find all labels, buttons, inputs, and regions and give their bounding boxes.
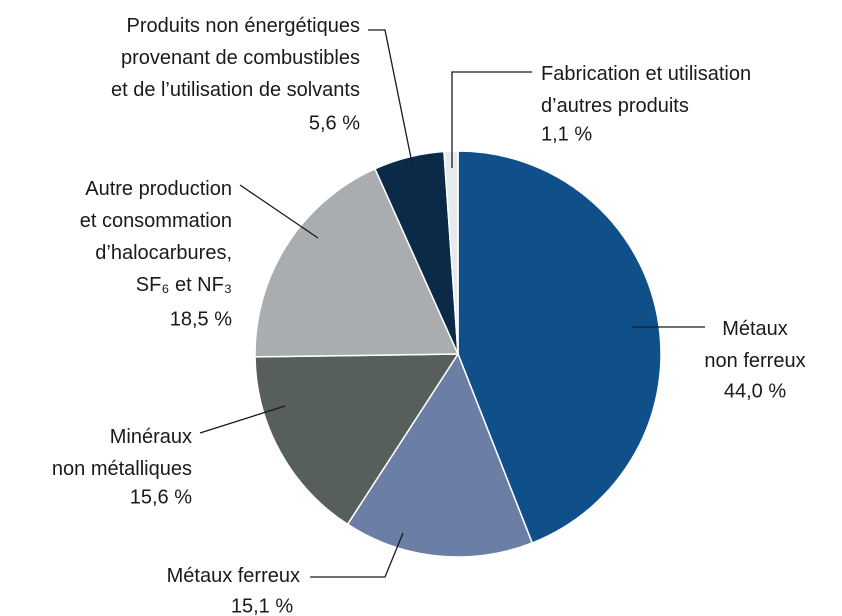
value-label: 15,6 % (130, 486, 192, 508)
leader-line (239, 184, 319, 239)
slice-label: Métaux ferreux (167, 565, 300, 587)
label-line: Fabrication et utilisation (541, 63, 751, 85)
pie-slice (346, 352, 534, 558)
value-label: 18,5 % (170, 308, 232, 330)
leader-line (199, 405, 286, 434)
value-label: 15,1 % (231, 595, 293, 616)
leader-line (368, 29, 413, 164)
slice-label: Fabrication et utilisation d’autres produ… (541, 63, 751, 117)
pie-slice (457, 150, 662, 544)
pie-slice (443, 150, 459, 355)
label-line: Produits non énergétiques (127, 15, 361, 37)
slice-label: Autre production et consommation d’halocar… (80, 178, 232, 296)
label-line: Métaux ferreux (167, 565, 300, 587)
value-label: 44,0 % (724, 380, 786, 402)
leader-line (451, 71, 532, 168)
pie-slice (254, 353, 460, 526)
leader-line (310, 532, 404, 578)
pie-slice (254, 167, 460, 358)
label-line: et consommation (80, 210, 232, 232)
label-line: provenant de combustibles (121, 47, 360, 69)
label-line: Autre production (85, 178, 232, 200)
slice-label: Produits non énergétiques provenant de co… (111, 15, 360, 101)
label-line: non métalliques (52, 458, 192, 480)
slice-label: Minéraux non métalliques (52, 426, 192, 480)
label-line: non ferreux (704, 350, 805, 372)
value-label: 5,6 % (309, 112, 360, 134)
slice-label: Métaux non ferreux (704, 318, 805, 372)
label-line: d’halocarbures, (95, 242, 232, 264)
label-line: Minéraux (110, 426, 192, 448)
value-label: 1,1 % (541, 123, 592, 145)
label-line: Métaux (722, 318, 788, 340)
label-line: d’autres produits (541, 95, 689, 117)
label-line: SF₆ et NF₃ (136, 274, 232, 296)
label-line: et de l’utilisation de solvants (111, 79, 360, 101)
